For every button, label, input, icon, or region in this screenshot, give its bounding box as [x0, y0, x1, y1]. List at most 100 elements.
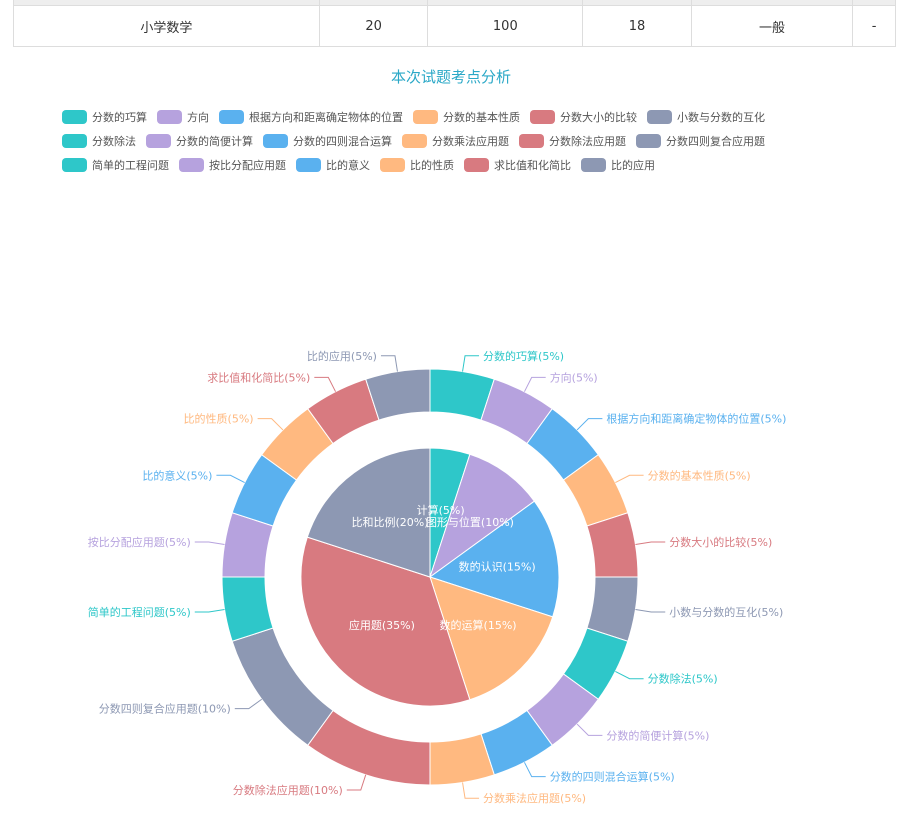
outer-label: 求比值和化简比(5%) — [207, 370, 310, 384]
legend-swatch — [62, 134, 87, 148]
legend-swatch — [413, 110, 438, 124]
outer-label: 分数的四则混合运算(5%) — [550, 770, 675, 784]
legend-label: 按比分配应用题 — [209, 159, 286, 172]
legend-item[interactable]: 分数的基本性质 — [413, 110, 520, 124]
inner-label: 计算(5%) — [417, 503, 465, 517]
legend-label: 小数与分数的互化 — [677, 111, 765, 124]
legend-item[interactable]: 方向 — [157, 110, 209, 124]
legend-label: 根据方向和距离确定物体的位置 — [249, 111, 403, 124]
legend-swatch — [219, 110, 244, 124]
outer-label: 小数与分数的互化(5%) — [669, 605, 783, 619]
cell: 20 — [318, 5, 429, 47]
inner-label: 数的认识(15%) — [459, 559, 536, 573]
legend-swatch — [519, 134, 544, 148]
legend-swatch — [647, 110, 672, 124]
score-table: 小学数学 20 100 18 一般 - — [13, 0, 896, 47]
label-line — [462, 782, 480, 799]
legend-item[interactable]: 简单的工程问题 — [62, 158, 169, 172]
label-line — [194, 541, 225, 545]
inner-slice — [306, 447, 431, 578]
legend-item[interactable]: 分数除法 — [62, 134, 136, 148]
legend-label: 分数除法应用题 — [549, 135, 626, 148]
label-line — [257, 418, 284, 431]
outer-label: 比的性质(5%) — [184, 412, 254, 426]
legend-item[interactable]: 分数大小的比较 — [530, 110, 637, 124]
outer-label: 分数大小的比较(5%) — [669, 535, 772, 549]
legend-swatch — [530, 110, 555, 124]
outer-slice — [231, 627, 334, 746]
legend-label: 分数四则复合应用题 — [666, 135, 765, 148]
outer-label: 根据方向和距离确定物体的位置(5%) — [606, 412, 786, 426]
label-line — [234, 698, 263, 710]
label-line — [523, 376, 546, 392]
legend-label: 分数的巧算 — [92, 111, 147, 124]
outer-label: 分数的基本性质(5%) — [648, 468, 751, 482]
legend-label: 求比值和化简比 — [494, 159, 571, 172]
legend-label: 比的意义 — [326, 159, 370, 172]
legend-swatch — [296, 158, 321, 172]
legend-label: 分数的四则混合运算 — [293, 135, 392, 148]
cell: - — [852, 5, 896, 47]
outer-label: 比的意义(5%) — [142, 468, 212, 482]
outer-label: 比的应用(5%) — [307, 349, 377, 363]
legend-swatch — [380, 158, 405, 172]
outer-label: 按比分配应用题(5%) — [88, 535, 191, 549]
label-line — [615, 474, 644, 484]
inner-slice — [428, 500, 560, 618]
legend-item[interactable]: 按比分配应用题 — [179, 158, 286, 172]
cell: 100 — [427, 5, 584, 47]
legend-item[interactable]: 求比值和化简比 — [464, 158, 571, 172]
outer-label: 分数四则复合应用题(10%) — [99, 702, 231, 716]
legend-swatch — [62, 158, 87, 172]
inner-label: 应用题(35%) — [349, 618, 415, 632]
legend-item[interactable]: 分数乘法应用题 — [402, 134, 509, 148]
legend-item[interactable]: 小数与分数的互化 — [647, 110, 765, 124]
legend-label: 比的应用 — [611, 159, 655, 172]
outer-label: 分数的简便计算(5%) — [606, 728, 709, 742]
legend-item[interactable]: 分数四则复合应用题 — [636, 134, 765, 148]
legend-item[interactable]: 分数的四则混合运算 — [263, 134, 392, 148]
legend-item[interactable]: 比的性质 — [380, 158, 454, 172]
label-line — [615, 670, 644, 680]
table-row: 小学数学 20 100 18 一般 - — [13, 5, 896, 47]
label-line — [523, 762, 546, 778]
chart-title: 本次试题考点分析 — [390, 68, 511, 86]
legend-label: 方向 — [187, 111, 209, 124]
label-line — [346, 774, 367, 791]
label-line — [194, 609, 225, 613]
inner-slice — [300, 536, 471, 707]
legend-item[interactable]: 分数的简便计算 — [146, 134, 253, 148]
label-line — [462, 355, 480, 372]
outer-label: 分数除法(5%) — [648, 672, 718, 686]
legend-swatch — [62, 110, 87, 124]
legend-label: 比的性质 — [410, 159, 454, 172]
legend-item[interactable]: 根据方向和距离确定物体的位置 — [219, 110, 403, 124]
legend-label: 分数的基本性质 — [443, 111, 520, 124]
label-line — [380, 355, 398, 372]
label-line — [576, 418, 603, 431]
legend-item[interactable]: 比的意义 — [296, 158, 370, 172]
legend-label: 分数除法 — [92, 135, 136, 148]
legend-label: 分数大小的比较 — [560, 111, 637, 124]
cell-subject: 小学数学 — [13, 5, 320, 47]
legend-item[interactable]: 分数除法应用题 — [519, 134, 626, 148]
legend-swatch — [146, 134, 171, 148]
label-line — [216, 474, 245, 484]
outer-label: 方向(5%) — [550, 370, 598, 384]
outer-label: 简单的工程问题(5%) — [88, 605, 191, 619]
outer-slice — [365, 368, 431, 421]
label-line — [635, 609, 666, 613]
label-line — [635, 541, 666, 545]
legend-swatch — [581, 158, 606, 172]
cell: 一般 — [690, 5, 854, 47]
legend: 分数的巧算 方向 根据方向和距离确定物体的位置 分数的基本性质 分数大小的比较 小数与分数… — [62, 110, 842, 172]
legend-item[interactable]: 分数的巧算 — [62, 110, 147, 124]
legend-swatch — [636, 134, 661, 148]
outer-slice — [307, 709, 431, 786]
legend-swatch — [464, 158, 489, 172]
inner-label: 比和比例(20%) — [352, 515, 429, 529]
outer-label: 分数乘法应用题(5%) — [483, 791, 586, 805]
legend-label: 简单的工程问题 — [92, 159, 169, 172]
legend-item[interactable]: 比的应用 — [581, 158, 655, 172]
label-line — [314, 376, 337, 392]
